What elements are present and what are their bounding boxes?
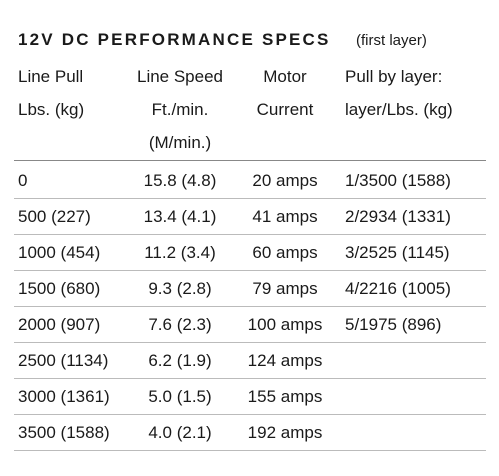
row-rule	[14, 234, 486, 235]
header-cell: Ft./min.	[151, 100, 209, 119]
cell: 60 amps	[252, 243, 318, 262]
row-rule	[14, 342, 486, 343]
row-rule	[14, 450, 486, 451]
cell: 15.8 (4.8)	[143, 171, 217, 190]
header-cell: Lbs. (kg)	[18, 100, 85, 119]
cell: 2000 (907)	[18, 315, 101, 334]
cell: 79 amps	[252, 279, 318, 298]
row-rule	[14, 414, 486, 415]
cell: 13.4 (4.1)	[143, 207, 217, 226]
cell: 1500 (680)	[18, 279, 101, 298]
header-cell: Line Speed	[136, 67, 224, 86]
cell: 5/1975 (896)	[345, 315, 442, 334]
cell: 4/2216 (1005)	[345, 279, 451, 298]
cell: 500 (227)	[18, 207, 91, 226]
cell: 5.0 (1.5)	[148, 387, 212, 406]
row-rule	[14, 306, 486, 307]
row-rule	[14, 378, 486, 379]
cell: 124 amps	[247, 351, 323, 370]
cell: 6.2 (1.9)	[148, 351, 212, 370]
cell: 3000 (1361)	[18, 387, 110, 406]
cell: 20 amps	[252, 171, 318, 190]
title: 12V DC PERFORMANCE SPECS	[18, 30, 331, 49]
header-rule	[14, 160, 486, 161]
cell: 9.3 (2.8)	[148, 279, 212, 298]
header-cell: Pull by layer:	[345, 67, 443, 86]
cell: 192 amps	[247, 423, 323, 442]
cell: 11.2 (3.4)	[144, 243, 216, 262]
header-cell: Line Pull	[18, 67, 84, 86]
row-rule	[14, 198, 486, 199]
cell: 1000 (454)	[18, 243, 101, 262]
header-cell: Current	[256, 100, 314, 119]
cell: 2500 (1134)	[18, 351, 109, 370]
header-cell: Motor	[263, 67, 307, 86]
row-rule	[14, 270, 486, 271]
cell: 3/2525 (1145)	[345, 243, 450, 262]
cell: 2/2934 (1331)	[345, 207, 451, 226]
cell: 100 amps	[247, 315, 323, 334]
cell: 155 amps	[247, 387, 323, 406]
cell: 7.6 (2.3)	[148, 315, 212, 334]
header-cell: layer/Lbs. (kg)	[345, 100, 453, 119]
cell: 41 amps	[252, 207, 318, 226]
cell: 4.0 (2.1)	[148, 423, 212, 442]
subtitle: (first layer)	[356, 32, 427, 49]
header-cell: (M/min.)	[148, 133, 212, 152]
cell: 3500 (1588)	[18, 423, 110, 442]
cell: 1/3500 (1588)	[345, 171, 451, 190]
cell: 0	[18, 171, 28, 190]
